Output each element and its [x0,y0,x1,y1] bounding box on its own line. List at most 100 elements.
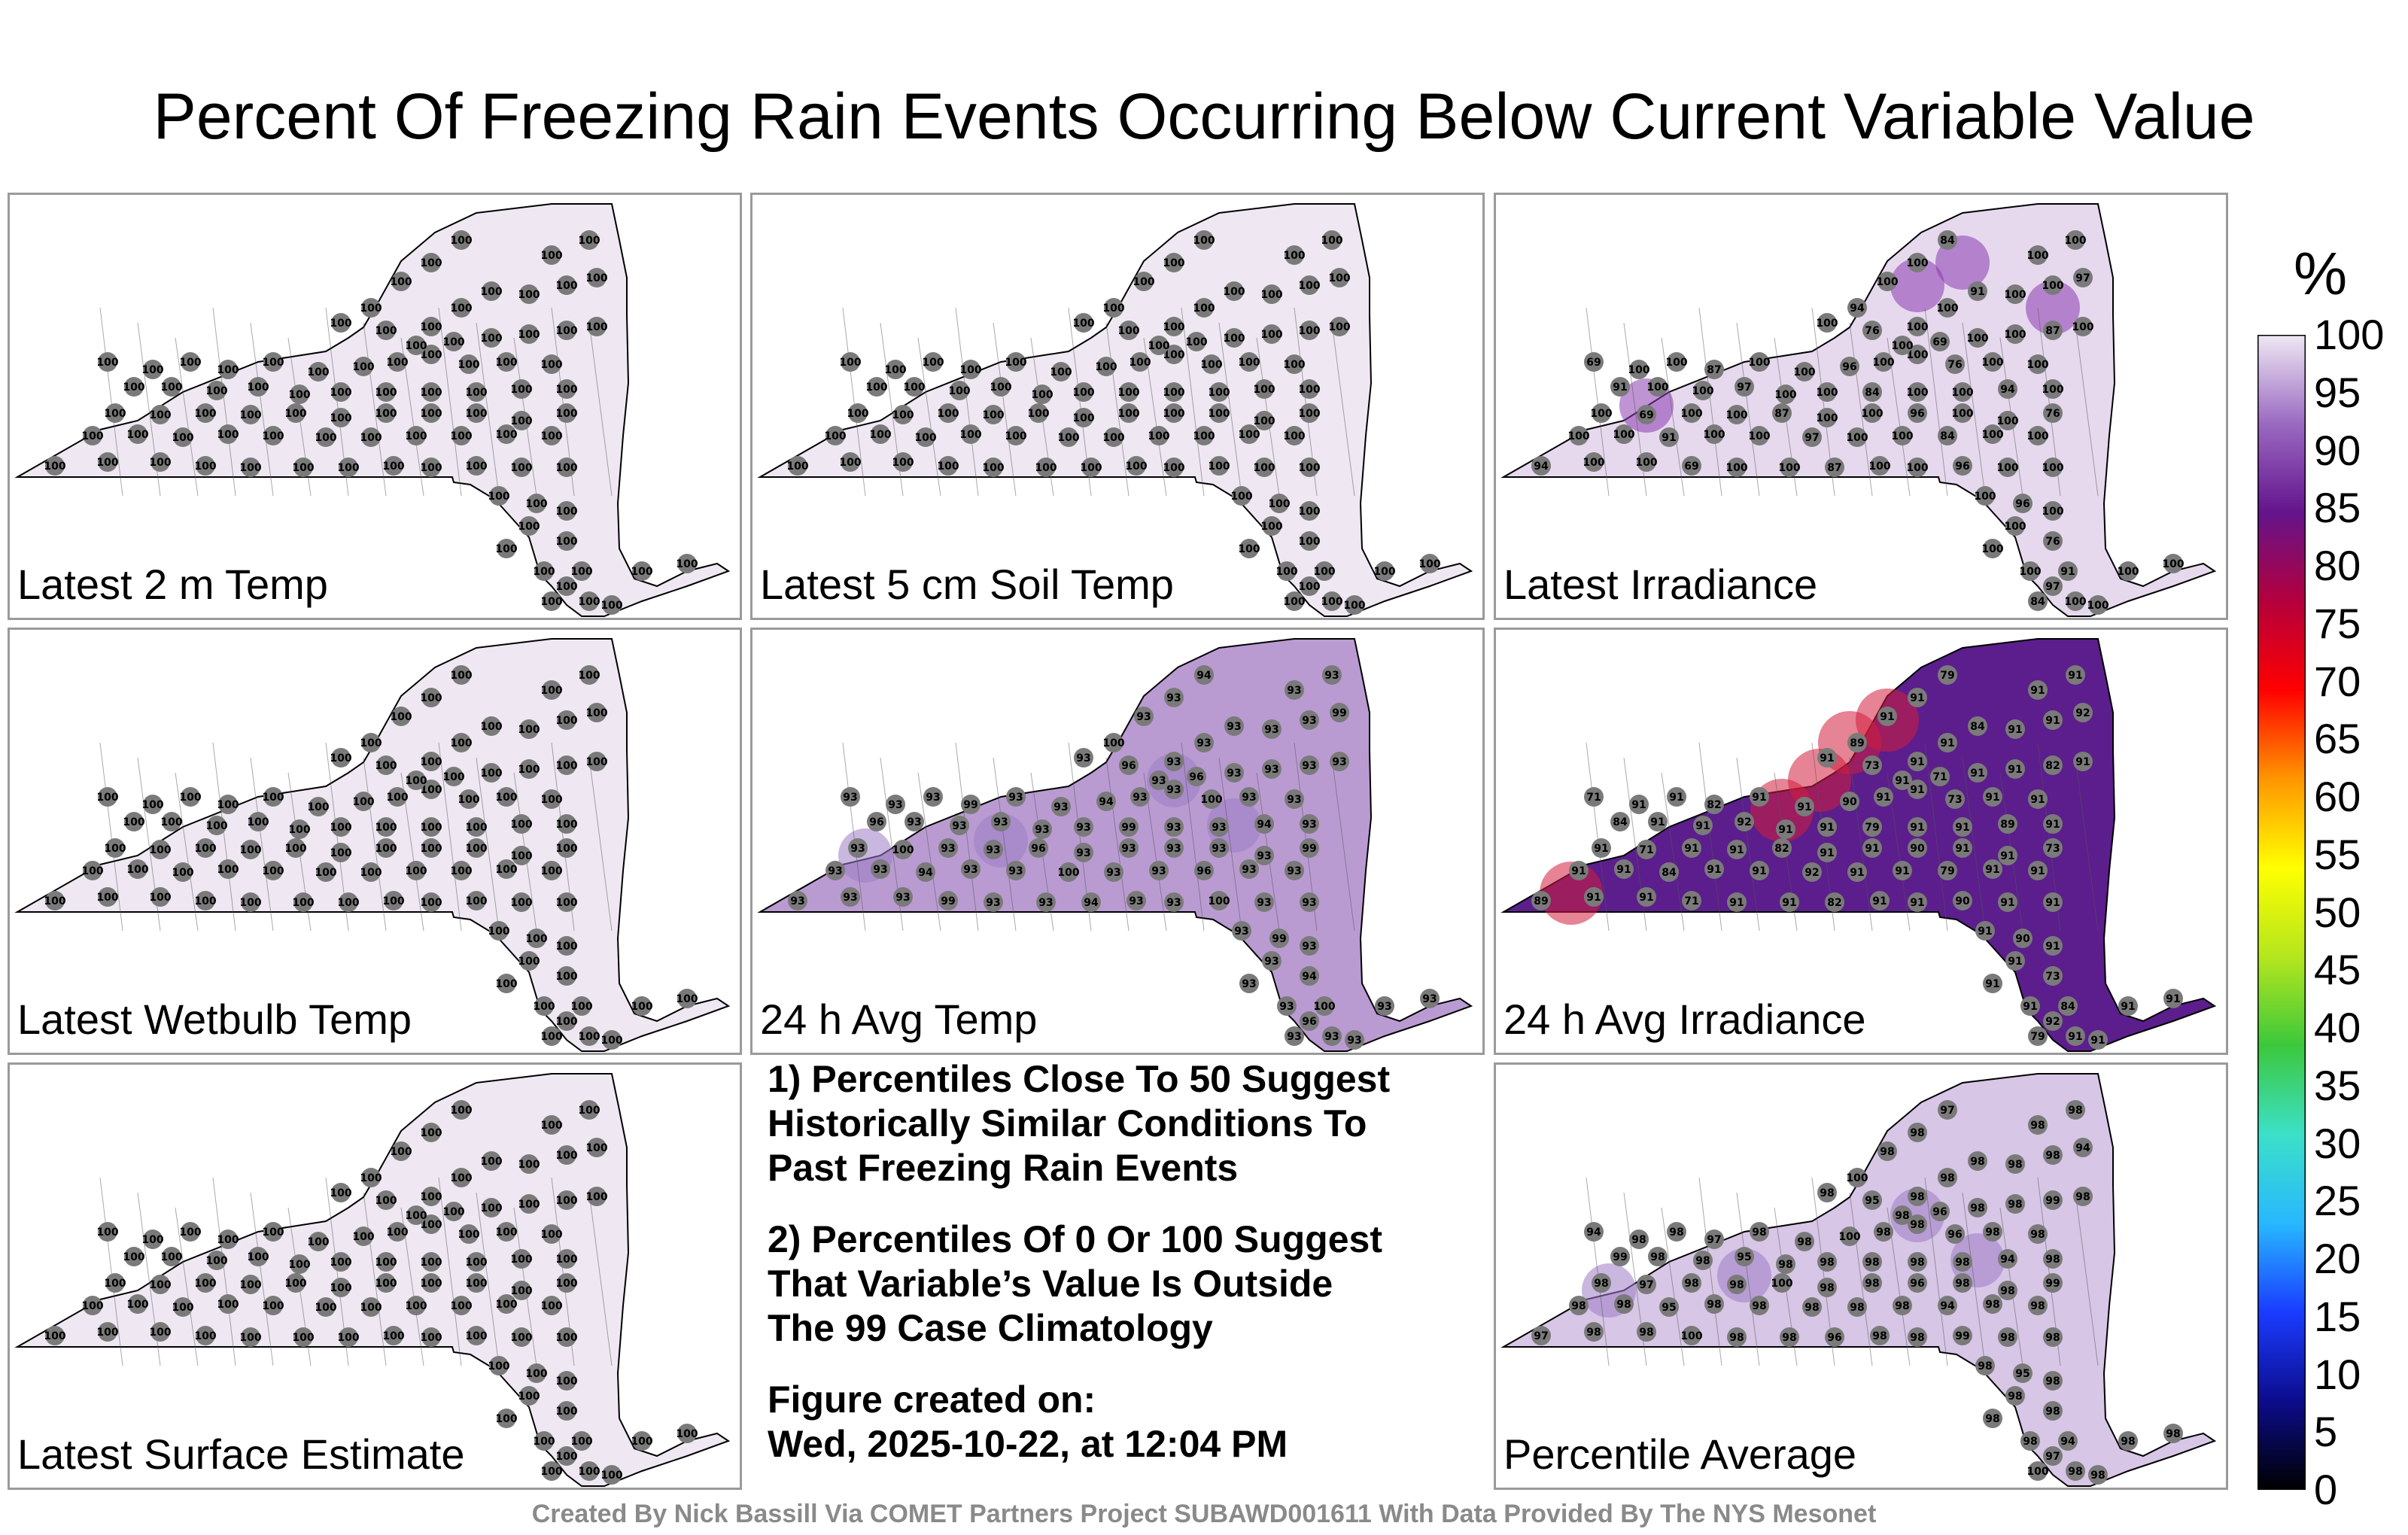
station-marker: 100 [555,321,578,340]
station-marker: 91 [1998,892,2017,912]
station-marker: 100 [1298,321,1321,340]
station-marker: 98 [1682,1273,1701,1293]
svg-text:98: 98 [1910,1257,1924,1269]
svg-text:100: 100 [1117,408,1139,420]
svg-text:100: 100 [1872,357,1894,369]
svg-text:73: 73 [2045,843,2060,855]
station-marker: 100 [1163,253,1185,272]
svg-text:100: 100 [1583,457,1604,469]
station-marker: 100 [937,403,959,423]
station-marker: 100 [518,1154,540,1174]
station-marker: 96 [2013,494,2033,513]
station-marker: 82 [1704,795,1724,814]
svg-text:100: 100 [386,792,408,804]
svg-text:100: 100 [540,1229,562,1241]
colorbar-tick: 100 [2314,311,2385,358]
station-marker: 96 [1840,357,1859,376]
svg-text:100: 100 [239,1279,261,1291]
svg-text:100: 100 [149,844,171,856]
station-marker: 100 [405,336,427,355]
svg-text:100: 100 [337,462,359,474]
panel-24h-avg-irradiance: 71 91 91 82 91 91 90 91 91 73 91 91 84 91 91 92 91 91 79 91… [1494,628,2228,1055]
svg-text:100: 100 [555,819,577,831]
station-marker: 100 [2042,457,2064,477]
svg-text:98: 98 [1985,1413,1999,1425]
station-marker: 100 [518,759,540,779]
station-marker: 100 [1343,595,1366,615]
station-marker: 73 [2043,838,2063,858]
station-marker: 98 [1908,1252,1927,1272]
station-marker: 100 [194,1273,217,1293]
svg-text:91: 91 [2008,724,2022,736]
station-marker: 100 [518,284,540,304]
station-marker: 91 [1983,974,2002,993]
station-marker: 100 [104,1273,126,1293]
svg-text:100: 100 [465,1330,487,1342]
station-marker: 100 [1298,501,1321,521]
svg-text:100: 100 [495,864,517,876]
station-marker: 100 [262,861,284,880]
svg-text:100: 100 [892,457,914,469]
svg-text:100: 100 [510,1285,532,1297]
station-marker: 100 [262,1222,284,1242]
station-marker: 100 [533,561,555,581]
station-marker: 93 [938,838,958,858]
station-marker: 98 [1862,1273,1882,1293]
svg-text:95: 95 [1865,1195,1879,1207]
svg-text:100: 100 [1005,357,1026,369]
station-marker: 100 [1680,403,1703,423]
svg-text:87: 87 [1774,408,1789,420]
colorbar-tick: 90 [2314,426,2361,474]
svg-text:93: 93 [986,897,1000,909]
station-marker: 100 [96,1322,119,1342]
svg-text:93: 93 [1422,993,1437,1005]
station-marker: 94 [1194,665,1214,685]
svg-text:100: 100 [420,756,442,768]
svg-text:100: 100 [578,670,600,682]
svg-text:98: 98 [1616,1299,1631,1311]
station-marker: 100 [386,787,409,807]
panel-label: Latest 5 cm Soil Temp [760,561,1174,608]
svg-text:100: 100 [2042,280,2063,292]
colorbar-tick: 55 [2314,830,2361,878]
svg-text:100: 100 [442,336,464,348]
svg-text:100: 100 [495,1299,517,1311]
svg-text:91: 91 [1872,895,1887,907]
station-marker: 100 [315,1297,337,1317]
svg-text:100: 100 [179,357,201,369]
svg-text:100: 100 [1298,384,1320,396]
station-marker: 100 [555,1446,578,1466]
svg-text:100: 100 [555,280,577,292]
station-marker: 93 [1134,707,1154,726]
station-marker: 100 [1328,317,1351,336]
station-marker: 100 [1253,379,1275,399]
station-marker: 100 [585,752,608,771]
station-marker: 100 [1298,403,1321,423]
svg-text:98: 98 [1880,1146,1894,1158]
station-marker: 84 [1938,426,1957,445]
station-marker: 100 [1816,313,1838,333]
station-marker: 100 [104,403,126,423]
station-marker: 100 [450,1296,473,1315]
svg-text:100: 100 [1418,558,1440,570]
station-marker: 100 [839,352,862,372]
station-marker: 84 [1938,230,1957,250]
svg-text:100: 100 [420,843,442,855]
station-marker: 100 [247,377,269,397]
svg-text:100: 100 [1966,333,1988,345]
svg-text:100: 100 [518,724,540,736]
station-marker: 97 [1802,427,1822,447]
station-marker: 100 [1223,281,1245,301]
county-line [955,742,979,932]
station-marker: 100 [578,1100,600,1120]
station-marker: 100 [1253,457,1275,477]
svg-text:100: 100 [330,387,351,399]
svg-text:91: 91 [2075,756,2090,768]
svg-text:98: 98 [1820,1257,1834,1269]
station-marker: 100 [892,840,914,859]
station-marker: 100 [1005,426,1027,445]
svg-text:100: 100 [405,1210,427,1222]
svg-text:100: 100 [465,408,487,420]
station-marker: 98 [1938,1168,1957,1187]
